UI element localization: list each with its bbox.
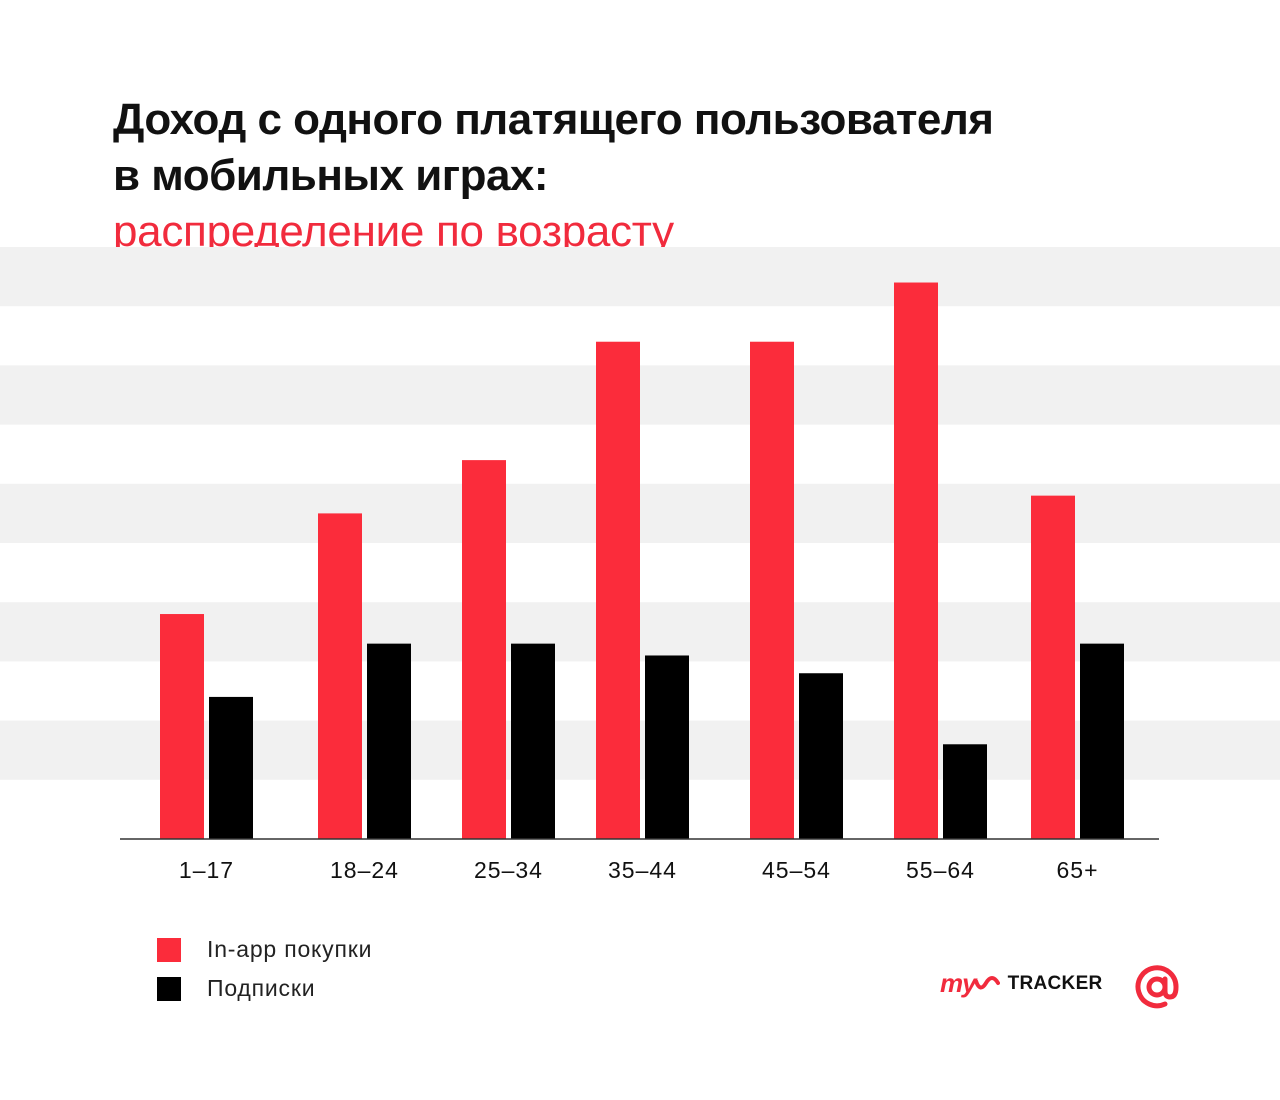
x-tick-label: 35–44 (608, 857, 677, 883)
chart-title-line-1: Доход с одного платящего пользователя (113, 95, 994, 144)
bar-subscriptions (511, 643, 555, 839)
chart-title-block: Доход с одного платящего пользователя в … (113, 92, 1173, 260)
bar-chart: 1–17 18–24 25–34 35–44 45–54 55–64 65+ (0, 247, 1280, 883)
bar-subscriptions (943, 744, 987, 839)
mytracker-wave-icon (973, 975, 1000, 989)
mytracker-logo-text: TRACKER (1007, 972, 1103, 994)
legend-swatch-subscriptions (157, 976, 181, 1001)
x-tick-label: 18–24 (330, 857, 399, 883)
legend-item-inapp: In-app покупки (157, 930, 372, 969)
bar-subscriptions (799, 673, 843, 839)
legend-label-subscriptions: Подписки (207, 975, 316, 1001)
bar-inapp (462, 460, 506, 839)
bars-group (160, 282, 1124, 839)
bar-inapp (1031, 495, 1075, 839)
bar-subscriptions (1080, 643, 1124, 839)
mytracker-logo-my: my (940, 968, 977, 998)
legend: In-app покупки Подписки (157, 930, 372, 1008)
bar-inapp (160, 614, 204, 839)
legend-label-inapp: In-app покупки (207, 936, 373, 962)
bar-subscriptions (367, 643, 411, 839)
x-tick-label: 55–64 (906, 857, 975, 883)
x-tick-label: 45–54 (762, 857, 831, 883)
bar-subscriptions (209, 696, 253, 839)
x-tick-label: 65+ (1056, 857, 1098, 883)
grid-band (0, 247, 1280, 307)
bar-inapp (318, 513, 362, 839)
bar-inapp (750, 341, 794, 839)
legend-swatch-inapp (157, 937, 181, 962)
bar-inapp (894, 282, 938, 839)
mytracker-logo: my TRACKER (940, 968, 1103, 999)
legend-item-subscriptions: Подписки (157, 969, 372, 1008)
x-tick-labels: 1–17 18–24 25–34 35–44 45–54 55–64 65+ (179, 857, 1098, 883)
x-tick-label: 25–34 (474, 857, 543, 883)
bar-inapp (596, 341, 640, 839)
chart-title-line-2: в мобильных играх: (113, 151, 549, 200)
bar-subscriptions (645, 655, 689, 839)
x-tick-label: 1–17 (179, 857, 234, 883)
at-sign-icon (1135, 965, 1179, 1009)
